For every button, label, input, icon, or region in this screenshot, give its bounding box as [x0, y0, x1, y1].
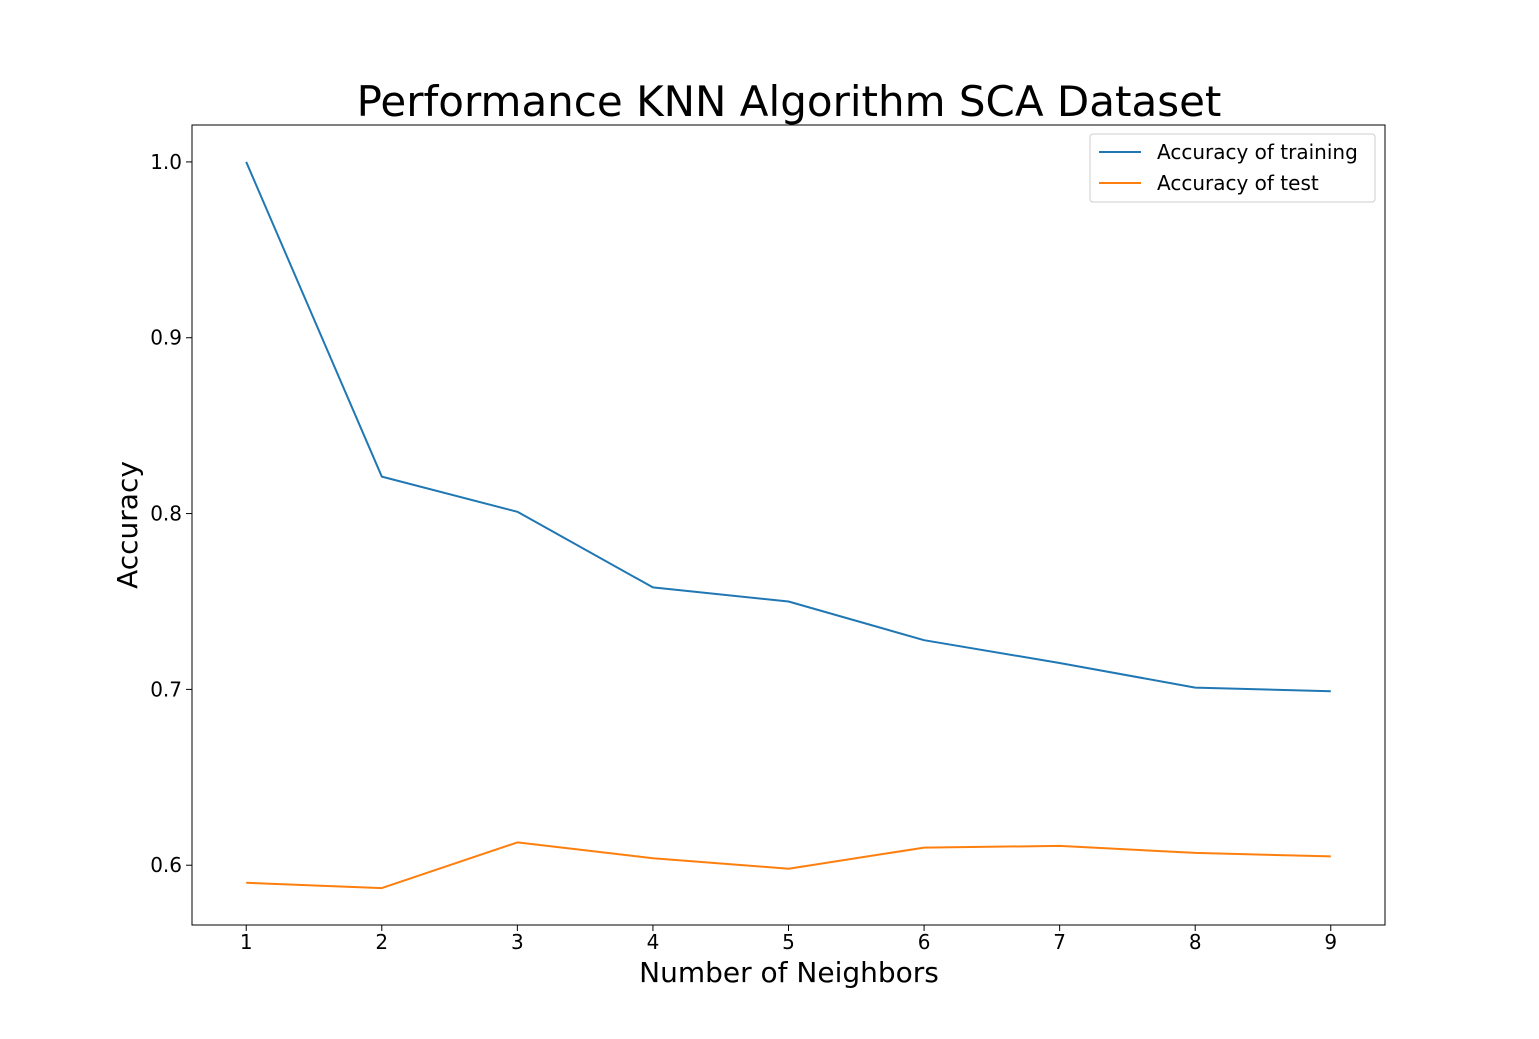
- x-tick-label: 7: [1053, 930, 1066, 954]
- x-tick-label: 4: [647, 930, 660, 954]
- y-tick-label: 0.9: [150, 326, 182, 350]
- y-tick-label: 0.6: [150, 853, 182, 877]
- x-tick-label: 1: [240, 930, 253, 954]
- series-line-training: [245, 161, 1331, 693]
- plot-area: 1 2 3 4 5 6 7 8 9 0.6 0.7 0.8 0.9 1.0: [150, 124, 1386, 954]
- x-tick-label: 5: [782, 930, 795, 954]
- y-tick-label: 1.0: [150, 150, 182, 174]
- legend: Accuracy of training Accuracy of test: [1089, 133, 1376, 203]
- y-tick-label: 0.7: [150, 677, 182, 701]
- x-tick-label: 2: [375, 930, 388, 954]
- legend-label: Accuracy of test: [1157, 171, 1319, 195]
- plot-frame: [191, 124, 1386, 926]
- legend-label: Accuracy of training: [1157, 140, 1358, 164]
- x-tick-label: 6: [918, 930, 931, 954]
- series-line-test: [246, 841, 1331, 890]
- x-axis-label: Number of Neighbors: [639, 956, 939, 989]
- x-tick-label: 8: [1189, 930, 1202, 954]
- legend-box: [1089, 133, 1376, 203]
- y-tick-label: 0.8: [150, 502, 182, 526]
- y-axis-label: Accuracy: [111, 461, 144, 589]
- chart-title: Performance KNN Algorithm SCA Dataset: [357, 77, 1222, 126]
- x-tick-label: 9: [1324, 930, 1337, 954]
- x-tick-label: 3: [511, 930, 524, 954]
